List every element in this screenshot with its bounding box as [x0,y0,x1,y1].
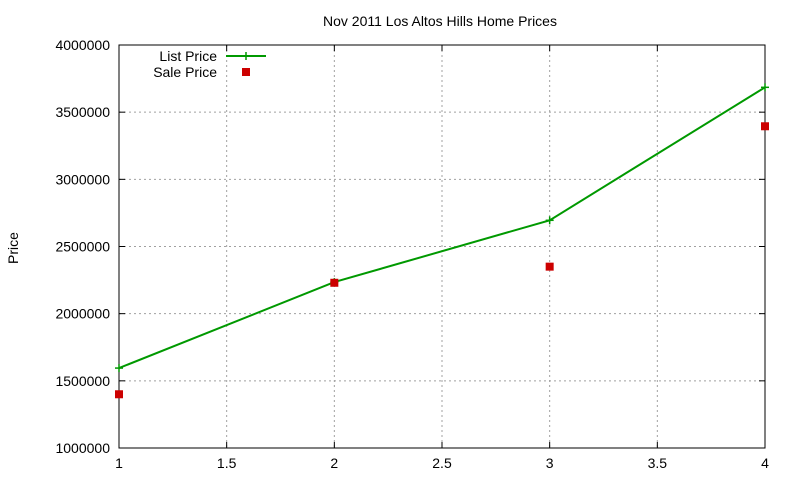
list-price-point [115,364,123,373]
y-tick-label: 1000000 [55,440,110,456]
x-tick-label: 2 [330,455,338,471]
list-price-point [761,83,769,92]
x-tick-label: 3 [546,455,554,471]
sale-price-point [330,278,339,287]
y-tick-label: 2500000 [55,239,110,255]
chart-title: Nov 2011 Los Altos Hills Home Prices [323,13,557,29]
list-price-legend-label: List Price [159,48,217,64]
sale-price-point [545,262,554,271]
sale-price-point [761,122,769,131]
x-tick-label: 1.5 [217,455,237,471]
series [115,83,769,399]
y-tick-label: 1500000 [55,373,110,389]
y-tick-label: 4000000 [55,37,110,53]
sale-price-legend-label: Sale Price [153,64,217,80]
x-tick-label: 2.5 [432,455,452,471]
axes: 1 1.5 2 2.5 3 3.5 4 1000000 1500000 2000000 250000… [55,37,769,471]
y-axis-label: Price [5,232,21,264]
y-tick-label: 3000000 [55,171,110,187]
y-tick-label: 3500000 [55,104,110,120]
sale-price-point [115,390,123,399]
sale-price-legend-marker [242,68,250,76]
x-tick-label: 3.5 [648,455,668,471]
grid [119,45,765,448]
list-price-point [545,216,554,225]
x-tick-label: 1 [115,455,123,471]
list-price-line [118,86,766,370]
y-tick-label: 2000000 [55,306,110,322]
list-price-legend-marker [242,52,250,60]
x-tick-label: 4 [761,455,769,471]
